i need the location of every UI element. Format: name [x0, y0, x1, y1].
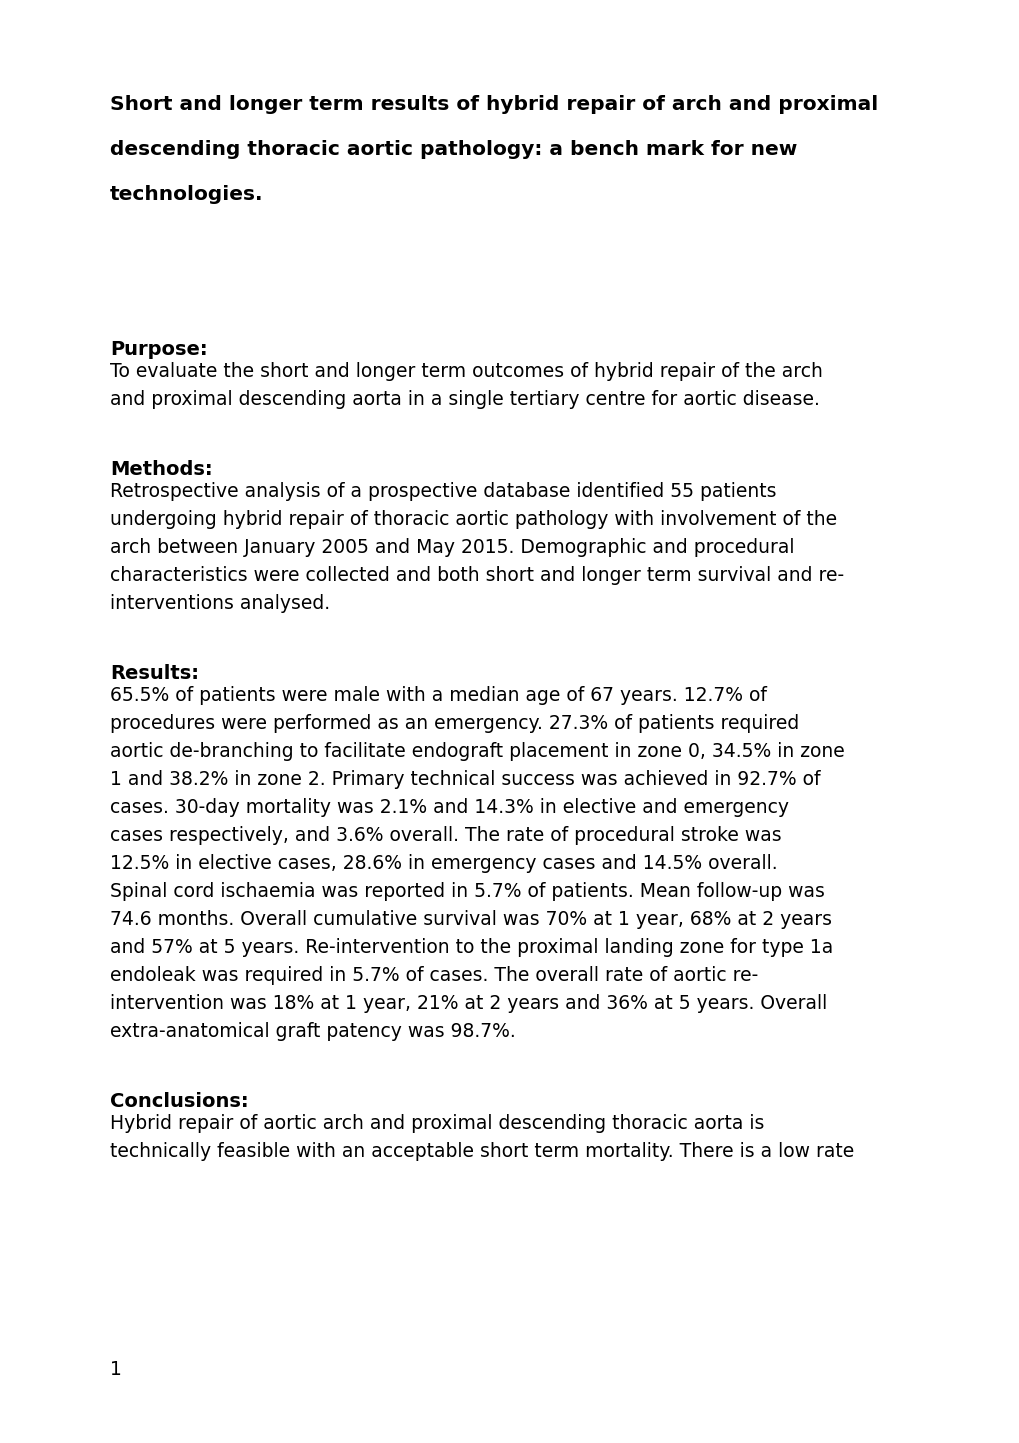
- Text: arch between January 2005 and May 2015. Demographic and procedural: arch between January 2005 and May 2015. …: [110, 538, 794, 557]
- Text: Short and longer term results of hybrid repair of arch and proximal: Short and longer term results of hybrid …: [110, 95, 877, 114]
- Text: intervention was 18% at 1 year, 21% at 2 years and 36% at 5 years. Overall: intervention was 18% at 1 year, 21% at 2…: [110, 994, 826, 1013]
- Text: technologies.: technologies.: [110, 185, 263, 203]
- Text: 12.5% in elective cases, 28.6% in emergency cases and 14.5% overall.: 12.5% in elective cases, 28.6% in emerge…: [110, 854, 776, 873]
- Text: undergoing hybrid repair of thoracic aortic pathology with involvement of the: undergoing hybrid repair of thoracic aor…: [110, 509, 837, 530]
- Text: Purpose:: Purpose:: [110, 341, 208, 359]
- Text: Results:: Results:: [110, 664, 199, 683]
- Text: descending thoracic aortic pathology: a bench mark for new: descending thoracic aortic pathology: a …: [110, 140, 797, 159]
- Text: cases respectively, and 3.6% overall. The rate of procedural stroke was: cases respectively, and 3.6% overall. Th…: [110, 825, 781, 846]
- Text: interventions analysed.: interventions analysed.: [110, 595, 330, 613]
- Text: aortic de-branching to facilitate endograft placement in zone 0, 34.5% in zone: aortic de-branching to facilitate endogr…: [110, 742, 844, 760]
- Text: Methods:: Methods:: [110, 460, 212, 479]
- Text: technically feasible with an acceptable short term mortality. There is a low rat: technically feasible with an acceptable …: [110, 1141, 854, 1162]
- Text: endoleak was required in 5.7% of cases. The overall rate of aortic re-: endoleak was required in 5.7% of cases. …: [110, 965, 757, 986]
- Text: 1 and 38.2% in zone 2. Primary technical success was achieved in 92.7% of: 1 and 38.2% in zone 2. Primary technical…: [110, 771, 819, 789]
- Text: and proximal descending aorta in a single tertiary centre for aortic disease.: and proximal descending aorta in a singl…: [110, 390, 819, 408]
- Text: 74.6 months. Overall cumulative survival was 70% at 1 year, 68% at 2 years: 74.6 months. Overall cumulative survival…: [110, 911, 832, 929]
- Text: characteristics were collected and both short and longer term survival and re-: characteristics were collected and both …: [110, 566, 844, 584]
- Text: cases. 30-day mortality was 2.1% and 14.3% in elective and emergency: cases. 30-day mortality was 2.1% and 14.…: [110, 798, 789, 817]
- Text: 1: 1: [110, 1359, 121, 1380]
- Text: 65.5% of patients were male with a median age of 67 years. 12.7% of: 65.5% of patients were male with a media…: [110, 685, 766, 706]
- Text: extra-anatomical graft patency was 98.7%.: extra-anatomical graft patency was 98.7%…: [110, 1022, 516, 1040]
- Text: Conclusions:: Conclusions:: [110, 1092, 249, 1111]
- Text: and 57% at 5 years. Re-intervention to the proximal landing zone for type 1a: and 57% at 5 years. Re-intervention to t…: [110, 938, 833, 957]
- Text: Hybrid repair of aortic arch and proximal descending thoracic aorta is: Hybrid repair of aortic arch and proxima…: [110, 1114, 763, 1133]
- Text: procedures were performed as an emergency. 27.3% of patients required: procedures were performed as an emergenc…: [110, 714, 799, 733]
- Text: Spinal cord ischaemia was reported in 5.7% of patients. Mean follow-up was: Spinal cord ischaemia was reported in 5.…: [110, 882, 824, 900]
- Text: Retrospective analysis of a prospective database identified 55 patients: Retrospective analysis of a prospective …: [110, 482, 775, 501]
- Text: To evaluate the short and longer term outcomes of hybrid repair of the arch: To evaluate the short and longer term ou…: [110, 362, 822, 381]
